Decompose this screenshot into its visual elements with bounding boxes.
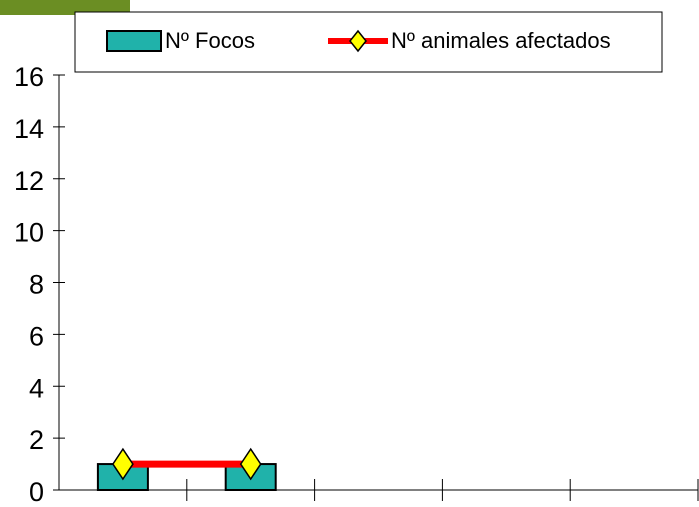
point-animales <box>239 447 262 481</box>
y-tick-label: 16 <box>14 62 44 92</box>
legend-swatch-focos <box>106 30 162 52</box>
y-tick-label: 10 <box>14 218 44 248</box>
y-tick-label: 4 <box>29 373 44 403</box>
legend: Nº Focos Nº animales afectados <box>74 11 663 73</box>
y-tick-label: 6 <box>29 321 44 351</box>
legend-label-focos: Nº Focos <box>165 28 255 53</box>
legend-swatch-animales-marker <box>349 29 367 53</box>
y-tick-label: 0 <box>29 477 44 507</box>
y-tick-label: 12 <box>14 166 44 196</box>
point-animales <box>111 447 134 481</box>
corner-tab-decoration <box>0 0 130 15</box>
y-tick-label: 8 <box>29 270 44 300</box>
y-tick-label: 14 <box>14 114 44 144</box>
axes: 0 2 4 6 8 10 12 14 16 <box>14 62 699 507</box>
y-tick-label: 2 <box>29 425 44 455</box>
legend-label-animales: Nº animales afectados <box>391 28 611 53</box>
line-series-animales <box>111 447 262 481</box>
